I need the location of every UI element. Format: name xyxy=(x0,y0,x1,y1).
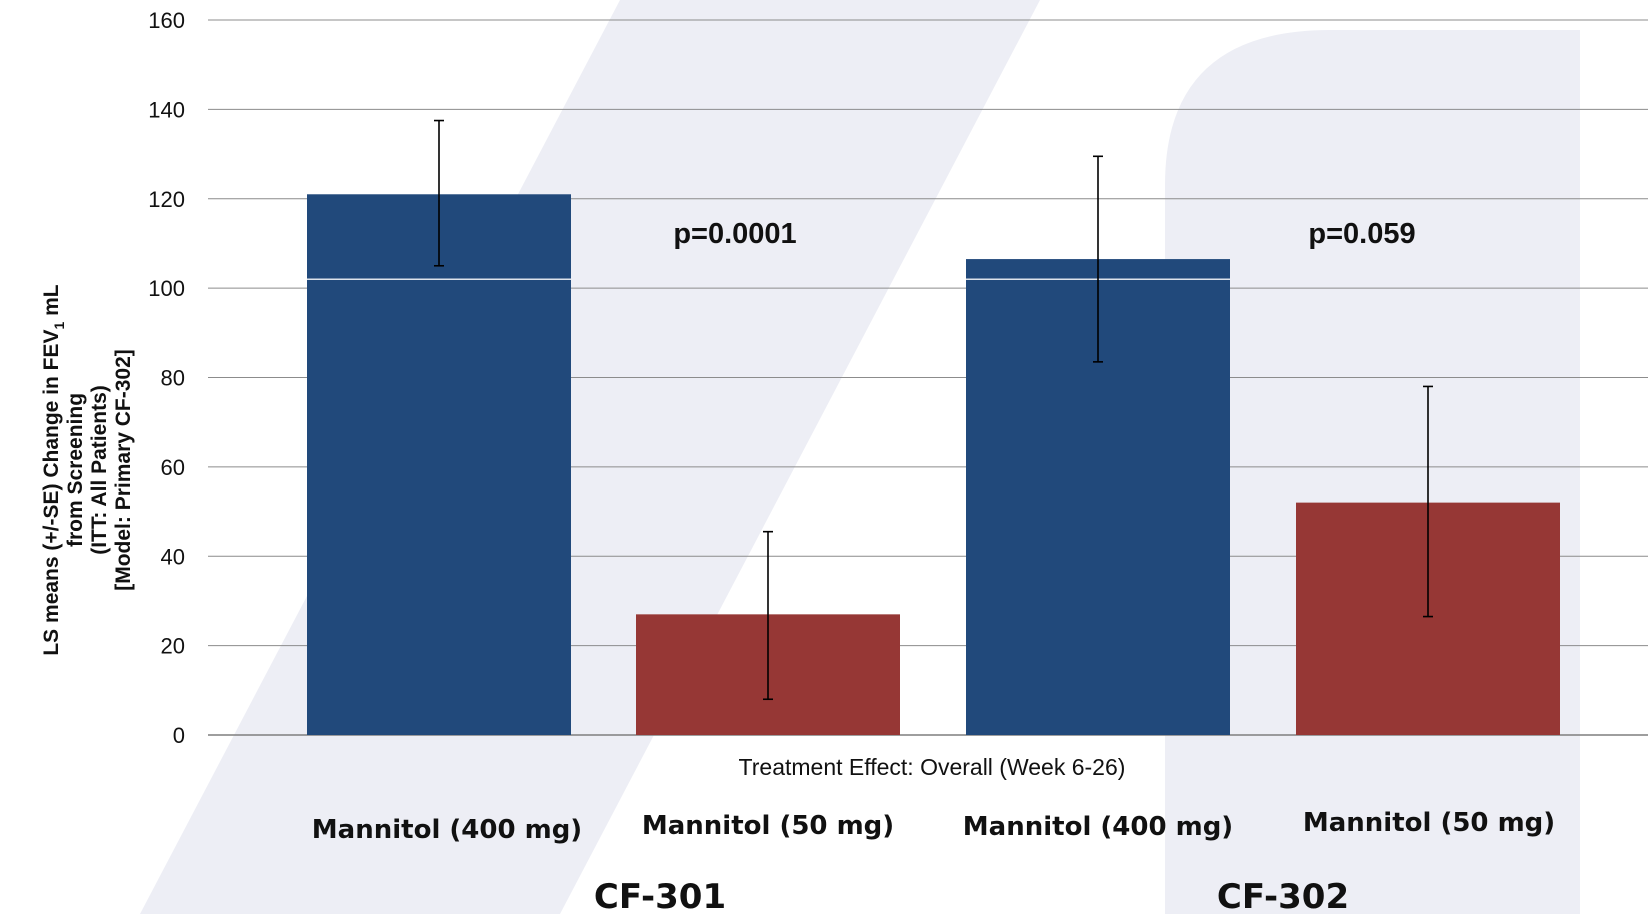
y-axis-label-line-2: from Screening xyxy=(64,393,87,547)
y-axis-label: LS means (+/-SE) Change in FEV1 mL from … xyxy=(40,284,135,655)
category-label-3: Mannitol (400 mg) xyxy=(963,812,1233,842)
y-tick-label-160: 160 xyxy=(148,8,185,33)
bar-1 xyxy=(307,194,571,735)
y-tick-label-20: 20 xyxy=(161,634,185,659)
group-label-cf301: CF-301 xyxy=(594,877,726,914)
y-tick-label-0: 0 xyxy=(173,723,185,748)
category-label-2: Mannitol (50 mg) xyxy=(642,811,894,841)
category-labels-layer: Mannitol (400 mg) Mannitol (50 mg) Mannito… xyxy=(312,808,1555,845)
y-axis-label-line-3: (ITT: All Patients) xyxy=(88,385,111,555)
y-axis-label-subscript: 1 xyxy=(51,321,67,329)
y-tick-labels: 0 20 40 60 80 100 120 140 160 xyxy=(148,8,185,748)
y-tick-label-140: 140 xyxy=(148,97,185,122)
y-tick-label-120: 120 xyxy=(148,187,185,212)
y-tick-label-100: 100 xyxy=(148,276,185,301)
group-label-cf302: CF-302 xyxy=(1217,877,1349,914)
p-value-annotation-cf301: p=0.0001 xyxy=(673,218,796,250)
y-tick-label-80: 80 xyxy=(161,366,185,391)
svg-text:LS means (+/-SE) Change in FEV: LS means (+/-SE) Change in FEV1 mL xyxy=(40,284,67,655)
category-label-4: Mannitol (50 mg) xyxy=(1303,808,1555,838)
y-axis-label-line-4: [Model: Primary CF-302] xyxy=(112,349,135,591)
p-value-annotation-cf302: p=0.059 xyxy=(1308,218,1415,250)
error-bars-layer xyxy=(434,119,1433,701)
y-axis-label-unit: mL xyxy=(40,284,63,322)
category-label-1: Mannitol (400 mg) xyxy=(312,815,582,845)
y-tick-label-40: 40 xyxy=(161,544,185,569)
x-axis-label: Treatment Effect: Overall (Week 6-26) xyxy=(739,754,1126,780)
y-tick-label-60: 60 xyxy=(161,455,185,480)
y-axis-label-line-1: LS means (+/-SE) Change in FEV xyxy=(40,329,63,655)
